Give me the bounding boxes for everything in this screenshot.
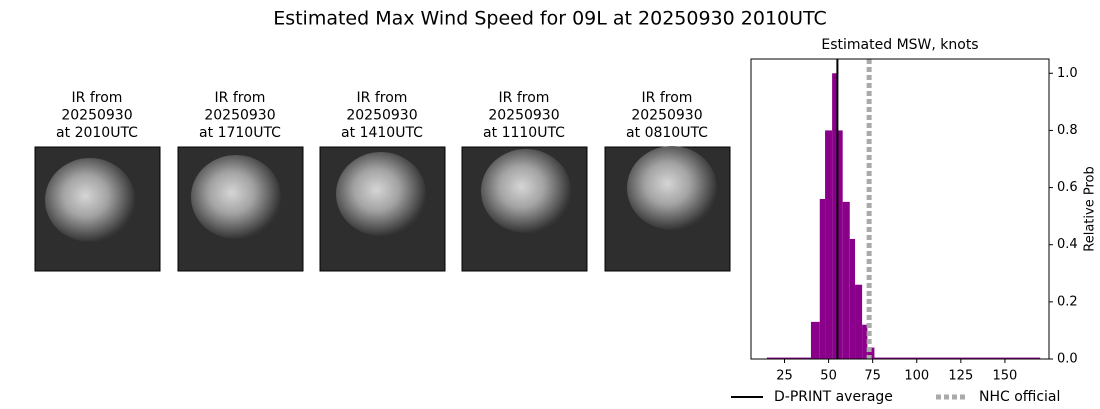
cloud-mass [191, 155, 281, 239]
cloud-mass [336, 152, 426, 236]
panel-label: at 2010UTC [56, 125, 138, 141]
panel-label: 20250930 [488, 108, 559, 124]
y-axis-label: Relative Prob [1083, 166, 1098, 251]
bar [825, 130, 833, 359]
bar [832, 73, 838, 360]
panel-label: at 1410UTC [341, 125, 423, 141]
y-tick-label: 0.2 [1057, 294, 1078, 309]
y-tick-label: 0.0 [1057, 352, 1078, 367]
plot-frame [750, 58, 1050, 360]
y-tick-label: 1.0 [1057, 66, 1078, 81]
panel-label: IR from [72, 90, 123, 106]
bar [874, 357, 1041, 359]
x-tick-label: 50 [820, 369, 837, 384]
chart-title: Estimated MSW, knots [821, 37, 978, 53]
bar [867, 347, 875, 359]
panel-label: at 1110UTC [483, 125, 565, 141]
legend-label: NHC official [979, 389, 1060, 405]
cloud-mass [627, 146, 717, 230]
y-tick-label: 0.8 [1057, 123, 1078, 138]
legend-label: D-PRINT average [774, 389, 893, 405]
panel-label: IR from [215, 90, 266, 106]
bar [849, 239, 856, 359]
x-tick-label: 75 [864, 369, 881, 384]
panel-label: IR from [499, 90, 550, 106]
cloud-mass [45, 158, 135, 242]
figure-title: Estimated Max Wind Speed for 09L at 2025… [273, 8, 827, 30]
panel-label: 20250930 [346, 108, 417, 124]
panel-label: 20250930 [631, 108, 702, 124]
panel-label: 20250930 [204, 108, 275, 124]
x-tick-label: 100 [904, 369, 929, 384]
x-tick-label: 25 [776, 369, 793, 384]
x-tick-label: 150 [993, 369, 1018, 384]
bar [862, 324, 868, 359]
bar [766, 357, 811, 359]
panel-label: at 1710UTC [199, 125, 281, 141]
panel-label: IR from [357, 90, 408, 106]
y-tick-label: 0.4 [1057, 237, 1078, 252]
panel-label: 20250930 [61, 108, 132, 124]
bar [819, 199, 826, 359]
y-tick-label: 0.6 [1057, 180, 1078, 195]
panel-label: at 0810UTC [626, 125, 708, 141]
x-tick-label: 125 [948, 369, 973, 384]
bar [855, 284, 863, 359]
cloud-mass [481, 149, 571, 233]
bar [810, 321, 820, 359]
bar [842, 201, 850, 359]
histogram: Estimated MSW, knots Relative Prob 25 50 7… [731, 37, 1098, 405]
panel-label: IR from [642, 90, 693, 106]
bar [837, 130, 843, 359]
